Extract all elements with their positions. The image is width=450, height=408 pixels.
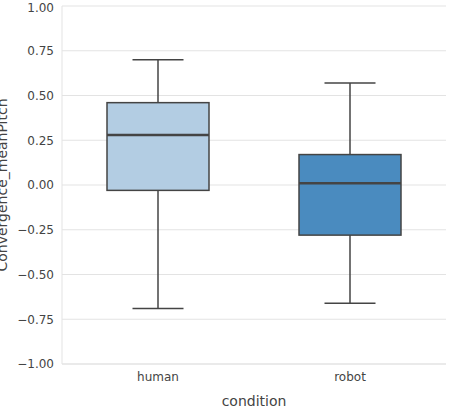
svg-text:1.00: 1.00: [27, 1, 54, 15]
svg-text:−1.00: −1.00: [17, 357, 54, 371]
svg-text:0.25: 0.25: [27, 134, 54, 148]
svg-text:robot: robot: [334, 370, 366, 384]
svg-text:−0.25: −0.25: [17, 223, 54, 237]
svg-text:−0.75: −0.75: [17, 313, 54, 327]
svg-text:condition: condition: [222, 393, 287, 408]
svg-text:human: human: [137, 370, 179, 384]
svg-text:0.00: 0.00: [27, 178, 54, 192]
svg-text:0.50: 0.50: [27, 89, 54, 103]
svg-text:−0.50: −0.50: [17, 268, 54, 282]
svg-text:Convergence_meanPitch: Convergence_meanPitch: [8, 98, 10, 271]
svg-text:0.75: 0.75: [27, 44, 54, 58]
